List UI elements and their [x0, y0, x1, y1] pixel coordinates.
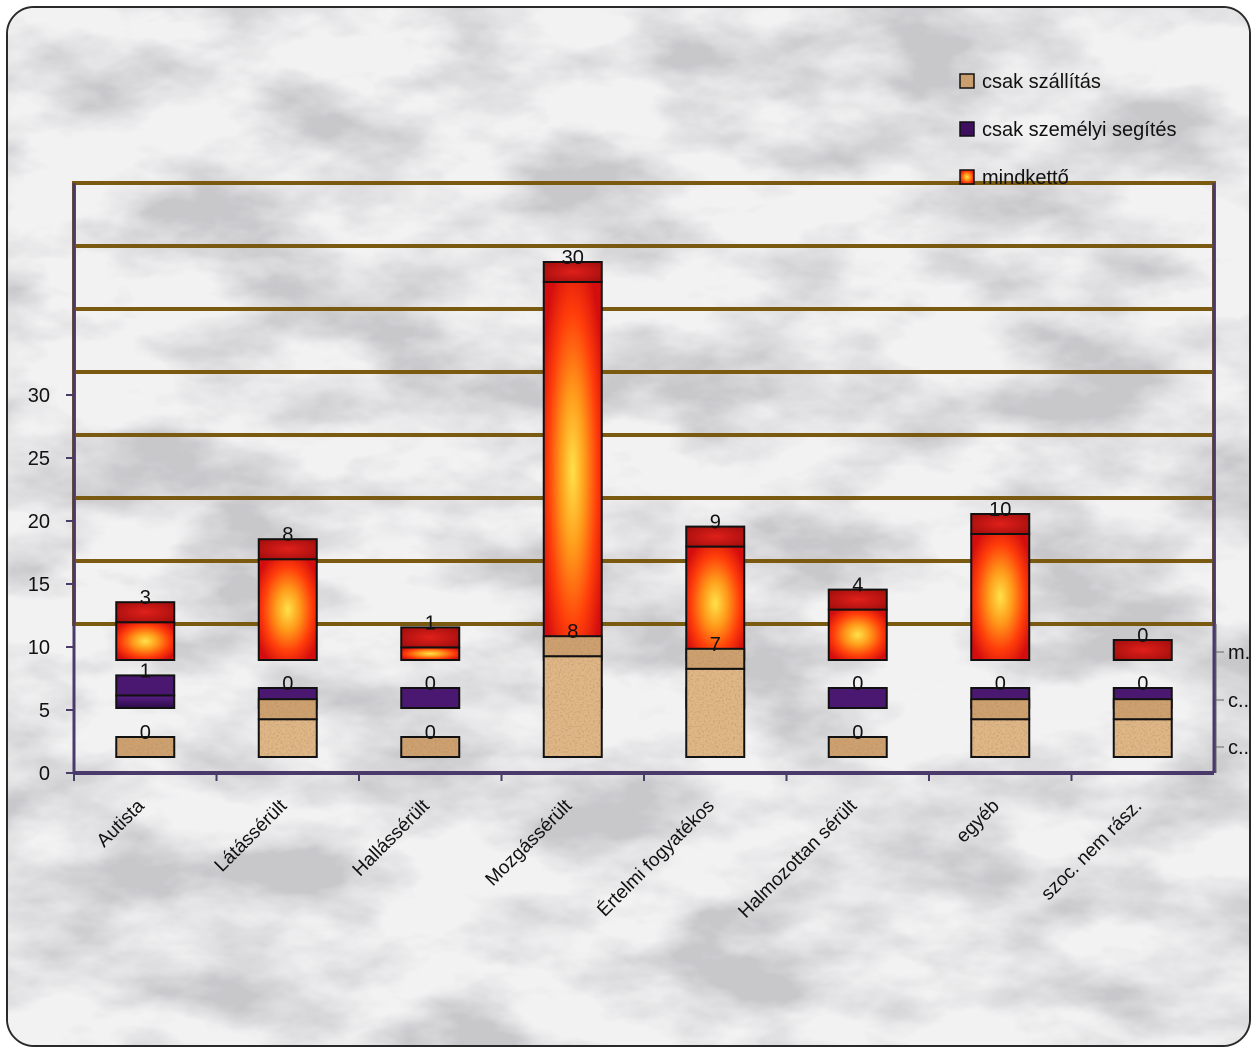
- data-label: 9: [710, 512, 721, 534]
- bar-2-cap: [827, 588, 888, 611]
- bar-2-cap: [685, 525, 746, 548]
- bar-0-cap: [400, 736, 461, 758]
- data-label: 8: [567, 621, 578, 643]
- data-label: 0: [1137, 625, 1148, 647]
- bar-1-cap: [115, 674, 176, 697]
- bar-0-cap: [970, 698, 1031, 721]
- data-label: 0: [425, 673, 436, 695]
- data-label: 1: [140, 660, 151, 682]
- bar-2-cap: [1112, 639, 1173, 661]
- legend: csak szállítás csak személyi segítés mindk…: [959, 71, 1177, 189]
- data-label: 1: [425, 612, 436, 634]
- bar-2-body: [827, 608, 888, 661]
- depth-axis-label: c...: [1228, 737, 1249, 759]
- data-label: 4: [852, 575, 863, 597]
- bar-2-cap: [542, 261, 603, 283]
- chart-frame: 0 5 10 15 20 25 30 Autista Látássérült Hallássérü…: [6, 6, 1251, 1047]
- data-label: 30: [562, 247, 584, 269]
- bar-2-cap: [400, 626, 461, 649]
- legend-label: csak személyi segítés: [982, 119, 1177, 141]
- bar-2-body: [257, 558, 318, 662]
- legend-swatch: [959, 169, 975, 185]
- data-label: 3: [140, 587, 151, 609]
- data-label: 7: [710, 634, 721, 656]
- data-label: 0: [425, 722, 436, 744]
- data-label: 0: [1137, 673, 1148, 695]
- bar-0-cap: [1112, 698, 1173, 721]
- bar-0-body: [542, 655, 603, 759]
- bar-1-cap: [400, 687, 461, 709]
- bar-0-cap: [257, 698, 318, 721]
- y-tick-label: 30: [28, 385, 50, 407]
- data-label: 0: [995, 673, 1006, 695]
- bar-0-cap: [115, 736, 176, 758]
- depth-axis-label: c...: [1228, 690, 1249, 712]
- bar-0-body: [970, 718, 1031, 759]
- marble-background: [8, 8, 1249, 1045]
- legend-label: mindkettő: [982, 167, 1069, 189]
- bar-0-cap: [542, 635, 603, 658]
- bar-0-body: [685, 667, 746, 758]
- y-tick-label: 10: [28, 637, 50, 659]
- legend-swatch: [959, 121, 975, 137]
- legend-label: csak szállítás: [982, 71, 1101, 93]
- bar-0-cap: [685, 647, 746, 670]
- y-tick-label: 25: [28, 448, 50, 470]
- bar-1-cap: [827, 687, 888, 709]
- data-label: 0: [852, 673, 863, 695]
- data-label: 0: [140, 722, 151, 744]
- bar-1-body: [115, 694, 176, 710]
- bar-0-cap: [827, 736, 888, 758]
- depth-axis-label: m...: [1228, 642, 1249, 664]
- bar-2-body: [970, 533, 1031, 661]
- y-tick-label: 0: [39, 763, 50, 785]
- data-label: 0: [282, 673, 293, 695]
- bar-0-body: [257, 718, 318, 759]
- data-label: 8: [282, 524, 293, 546]
- legend-swatch: [959, 73, 975, 89]
- bar-0-body: [1112, 718, 1173, 759]
- bar-2-body: [542, 281, 603, 661]
- bar-2-body: [115, 621, 176, 662]
- bar-2-cap: [257, 538, 318, 561]
- bar-2-cap: [115, 601, 176, 624]
- y-tick-label: 5: [39, 700, 50, 722]
- y-tick-label: 15: [28, 574, 50, 596]
- bar-2-cap: [970, 513, 1031, 535]
- data-label: 10: [989, 499, 1011, 521]
- bar-2-body: [400, 646, 461, 662]
- data-label: 0: [852, 722, 863, 744]
- y-tick-label: 20: [28, 511, 50, 533]
